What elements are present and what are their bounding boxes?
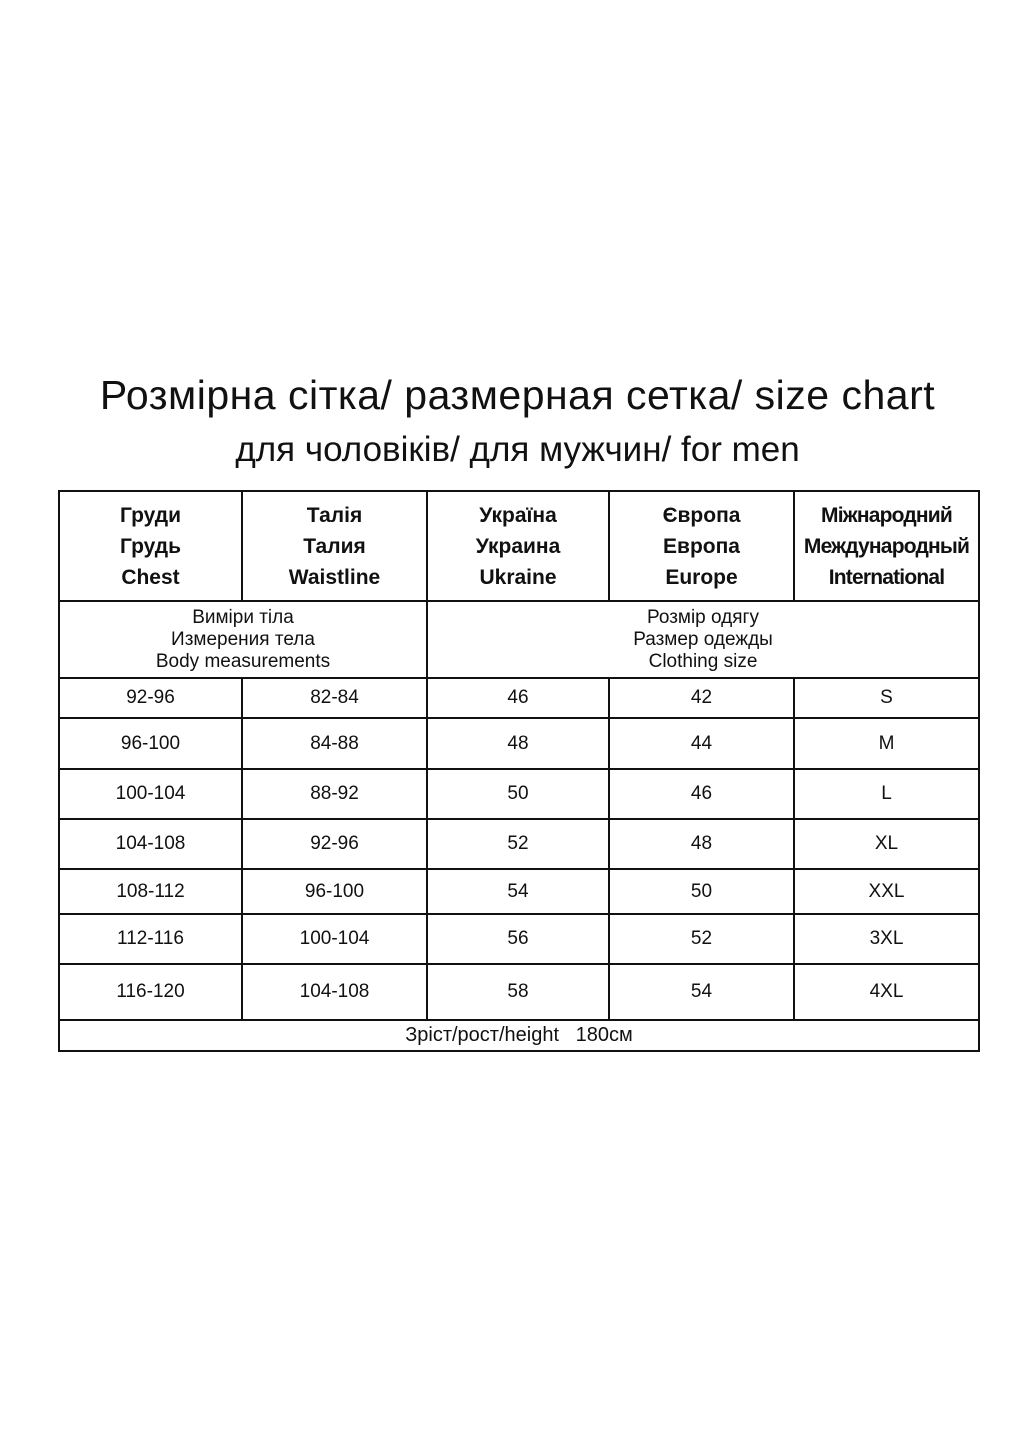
column-header-label: Талія — [306, 503, 363, 527]
table-cell: 52 — [426, 818, 610, 870]
size-chart-table: Груди Грудь Chest Талія Талия Waistline Україн… — [58, 490, 980, 1052]
column-header-label: Международный — [803, 534, 970, 558]
page-subtitle: для чоловіків/ для мужчин/ for men — [235, 430, 800, 469]
table-cell: 50 — [608, 868, 795, 915]
column-header: Європа Европа Europe — [608, 490, 795, 602]
table-cell: 46 — [608, 768, 795, 820]
table-cell: 100-104 — [241, 913, 428, 965]
table-cell: 56 — [426, 913, 610, 965]
column-header-label: Europe — [665, 565, 738, 589]
group-label: Body measurements — [155, 650, 331, 672]
column-header: Талія Талия Waistline — [241, 490, 428, 602]
table-cell: 108-112 — [58, 868, 243, 915]
table-cell: 82-84 — [241, 677, 428, 719]
column-header: Міжнародний Международный International — [793, 490, 980, 602]
table-cell: 48 — [608, 818, 795, 870]
group-label: Виміри тіла — [192, 606, 294, 628]
table-cell: 54 — [608, 963, 795, 1021]
table-cell: 52 — [608, 913, 795, 965]
column-header-label: Грудь — [119, 534, 182, 558]
table-cell: M — [793, 717, 980, 770]
group-label: Clothing size — [648, 650, 758, 672]
column-header-label: Ukraine — [479, 565, 557, 589]
table-row: 108-112 96-100 54 50 XXL — [58, 868, 980, 915]
group-row: Виміри тіла Измерения тела Body measurem… — [58, 600, 980, 679]
table-cell: XL — [793, 818, 980, 870]
table-cell: 112-116 — [58, 913, 243, 965]
table-cell: 92-96 — [58, 677, 243, 719]
column-header-label: Європа — [662, 503, 741, 527]
height-note: Зріст/рост/height 180см — [58, 1019, 980, 1052]
group-clothing-size: Розмір одягу Размер одежды Clothing size — [426, 600, 980, 679]
table-cell: L — [793, 768, 980, 820]
column-header-label: Waistline — [288, 565, 381, 589]
header-row: Груди Грудь Chest Талія Талия Waistline Україн… — [58, 490, 980, 602]
table-cell: 92-96 — [241, 818, 428, 870]
column-header-label: Украина — [475, 534, 561, 558]
table-cell: 96-100 — [58, 717, 243, 770]
table-row: 104-108 92-96 52 48 XL — [58, 818, 980, 870]
table-cell: 88-92 — [241, 768, 428, 820]
table-cell: 44 — [608, 717, 795, 770]
column-header: Україна Украина Ukraine — [426, 490, 610, 602]
column-header-label: Міжнародний — [821, 503, 953, 527]
table-cell: 100-104 — [58, 768, 243, 820]
table-cell: 58 — [426, 963, 610, 1021]
footer-row: Зріст/рост/height 180см — [58, 1019, 980, 1052]
table-cell: 104-108 — [58, 818, 243, 870]
table-cell: 96-100 — [241, 868, 428, 915]
table-cell: 46 — [426, 677, 610, 719]
table-cell: 42 — [608, 677, 795, 719]
table-cell: XXL — [793, 868, 980, 915]
table-cell: 116-120 — [58, 963, 243, 1021]
column-header-label: Европа — [663, 534, 740, 558]
column-header-label: International — [828, 565, 945, 589]
group-label: Размер одежды — [633, 628, 773, 650]
table-cell: 84-88 — [241, 717, 428, 770]
table-cell: 48 — [426, 717, 610, 770]
group-body-measurements: Виміри тіла Измерения тела Body measurem… — [58, 600, 428, 679]
table-cell: 50 — [426, 768, 610, 820]
column-header: Груди Грудь Chest — [58, 490, 243, 602]
table-row: 96-100 84-88 48 44 M — [58, 717, 980, 770]
column-header-label: Україна — [479, 503, 557, 527]
table-cell: 54 — [426, 868, 610, 915]
table-cell: S — [793, 677, 980, 719]
group-label: Измерения тела — [171, 628, 315, 650]
table-row: 112-116 100-104 56 52 3XL — [58, 913, 980, 965]
group-label: Розмір одягу — [647, 606, 759, 628]
column-header-label: Chest — [121, 565, 180, 589]
table-cell: 104-108 — [241, 963, 428, 1021]
table-cell: 3XL — [793, 913, 980, 965]
table-row: 100-104 88-92 50 46 L — [58, 768, 980, 820]
column-header-label: Талия — [303, 534, 366, 558]
column-header-label: Груди — [119, 503, 182, 527]
table-row: 92-96 82-84 46 42 S — [58, 677, 980, 719]
table-cell: 4XL — [793, 963, 980, 1021]
table-row: 116-120 104-108 58 54 4XL — [58, 963, 980, 1021]
page-title: Розмірна сітка/ размерная сетка/ size ch… — [99, 372, 936, 418]
